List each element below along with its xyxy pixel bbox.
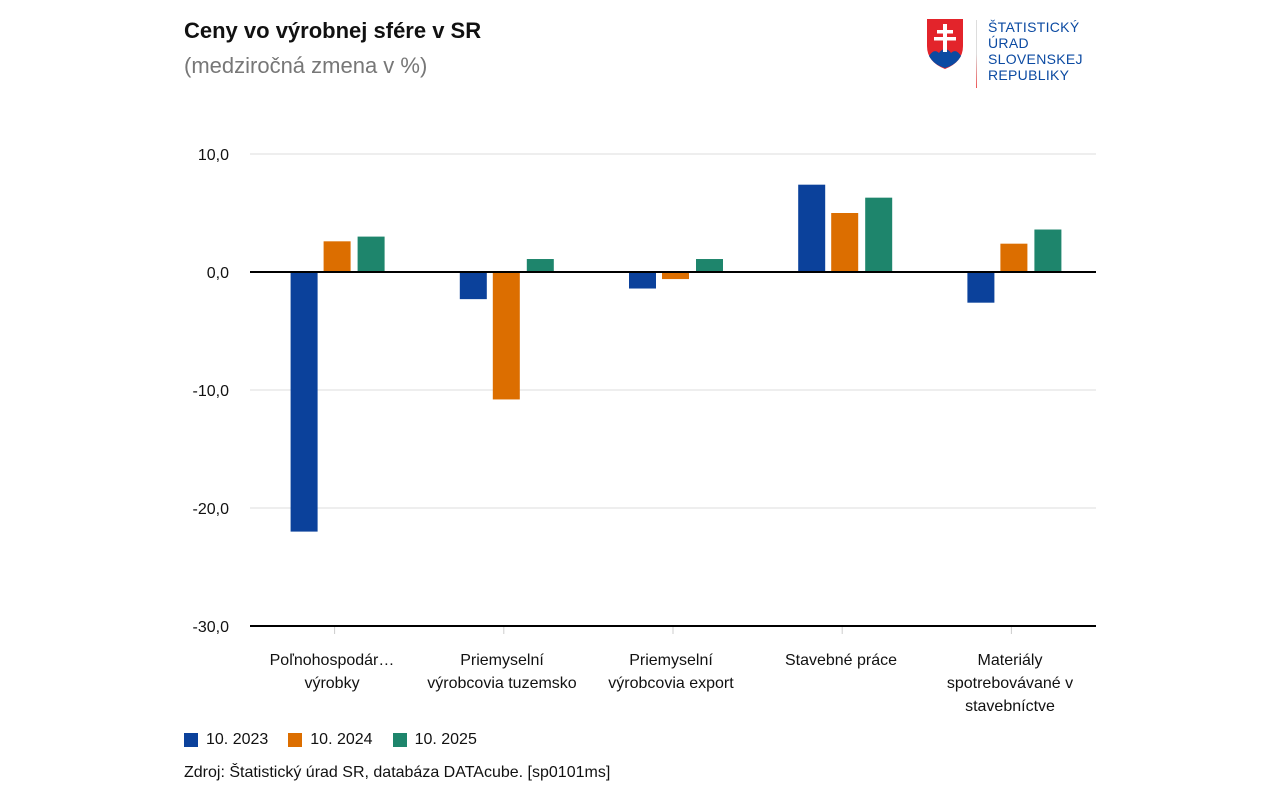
bar	[290, 272, 318, 532]
logo-line-2: ÚRAD	[988, 35, 1029, 51]
legend: 10. 2023 10. 2024 10. 2025	[184, 731, 477, 749]
bar	[662, 272, 689, 280]
category-label: Stavebné práce	[784, 652, 898, 669]
legend-swatch	[184, 733, 198, 747]
bar	[1000, 243, 1028, 272]
chart-title: Ceny vo výrobnej sfére v SR	[184, 18, 482, 43]
legend-label: 10. 2023	[206, 731, 269, 748]
logo-line-1: ŠTATISTICKÝ	[988, 19, 1080, 35]
chart-subtitle: (medziročná zmena v %)	[184, 53, 428, 78]
bar	[831, 213, 859, 272]
bar	[459, 272, 487, 300]
bar	[865, 197, 893, 272]
y-tick-label: 0,0	[207, 265, 229, 282]
coat-of-arms-icon	[927, 19, 963, 69]
category-label: Priemyselní výrobcovia tuzemsko	[427, 652, 577, 692]
y-tick-label: 10,0	[198, 147, 229, 164]
legend-item[interactable]: 10. 2024	[288, 731, 373, 749]
y-tick-label: -10,0	[193, 383, 230, 400]
logo-line-4: REPUBLIKY	[988, 67, 1070, 83]
legend-item[interactable]: 10. 2023	[184, 731, 268, 749]
legend-swatch	[288, 733, 303, 747]
y-tick-label: -20,0	[193, 501, 230, 518]
bar	[798, 184, 826, 272]
logo-text: ŠTATISTICKÝ ÚRAD SLOVENSKEJ REPUBLIKY	[988, 19, 1083, 83]
bar	[357, 236, 385, 272]
legend-label: 10. 2024	[310, 731, 373, 748]
category-label: Priemyselní výrobcovia export	[608, 652, 734, 692]
y-tick-label: -30,0	[193, 619, 230, 636]
logo-divider	[976, 20, 977, 88]
bar	[1034, 229, 1062, 272]
legend-item[interactable]: 10. 2025	[392, 731, 477, 749]
category-label: Poľnohospodár… výrobky	[269, 652, 395, 692]
bar	[492, 272, 520, 400]
bar	[967, 272, 995, 303]
bar	[696, 259, 723, 272]
legend-swatch	[392, 733, 407, 747]
category-label: Materiály spotrebovávané v stavebníctve	[946, 652, 1074, 715]
bar	[629, 272, 656, 289]
bar	[323, 241, 351, 272]
source-note: Zdroj: Štatistický úrad SR, databáza DAT…	[184, 764, 611, 781]
logo-line-3: SLOVENSKEJ	[988, 51, 1083, 67]
bar	[526, 259, 554, 272]
legend-label: 10. 2025	[414, 731, 477, 748]
